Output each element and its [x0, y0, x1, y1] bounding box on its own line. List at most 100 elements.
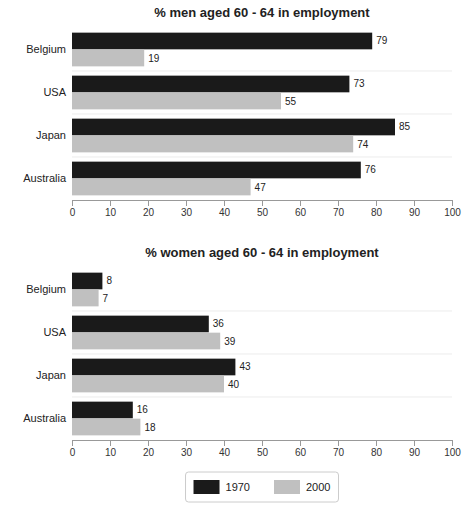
y-axis: AustraliaJapanUSABelgium [23, 43, 67, 184]
separator [72, 114, 452, 115]
data-label: 19 [148, 53, 160, 64]
tick-mark [452, 440, 453, 446]
bar [72, 316, 209, 333]
chart: % men aged 60 - 64 in employment 76 85 73 79… [23, 5, 461, 218]
tick: 20 [143, 200, 155, 218]
chart: % women aged 60 - 64 in employment164336… [23, 245, 461, 502]
axis-line [73, 441, 453, 447]
legend-entry: 2000 [274, 480, 330, 494]
data-label: 39 [224, 336, 236, 347]
tick-label: 100 [444, 207, 461, 218]
tick-mark [110, 440, 111, 446]
bar [72, 333, 220, 350]
tick-label: Belgium [26, 43, 66, 55]
bar [72, 33, 372, 50]
data-label: 36 [213, 318, 225, 329]
tick-label: 90 [409, 447, 421, 458]
tick-label: 20 [143, 207, 155, 218]
tick-mark [300, 200, 301, 206]
tick: Japan [36, 369, 66, 381]
tick-mark [110, 200, 111, 206]
figure: % men aged 60 - 64 in employment 76 85 73 79… [0, 0, 474, 512]
legend-swatch [194, 480, 220, 494]
data-labels: 76 85 73 79 47 74 55 19 [148, 35, 410, 192]
tick: 80 [371, 440, 383, 458]
tick: 0 [70, 440, 76, 458]
tick-mark [376, 440, 377, 446]
data-label: 55 [285, 96, 297, 107]
bar [72, 136, 353, 153]
tick: USA [43, 86, 66, 98]
bar [72, 359, 235, 376]
bar [72, 76, 349, 93]
bar [72, 162, 361, 179]
bars [72, 273, 235, 436]
tick-mark [338, 200, 339, 206]
legend-label: 2000 [306, 481, 330, 493]
tick-mark [72, 200, 73, 206]
legend-entry: 1970 [194, 480, 250, 494]
bar [72, 179, 251, 196]
tick: 70 [333, 200, 345, 218]
tick: 10 [105, 200, 117, 218]
tick-mark [148, 440, 149, 446]
tick: 10 [105, 440, 117, 458]
tick-label: 100 [444, 447, 461, 458]
tick-label: 20 [143, 447, 155, 458]
bar [72, 93, 281, 110]
bar [72, 50, 144, 67]
data-label: 8 [106, 275, 112, 286]
tick-mark [224, 200, 225, 206]
separator [72, 71, 452, 72]
bars [72, 33, 395, 196]
x-axis: 0102030405060708090100 [70, 440, 462, 458]
data-label: 18 [144, 422, 156, 433]
x-axis: 0102030405060708090100 [70, 200, 462, 218]
data-label: 76 [365, 164, 377, 175]
tick: Australia [23, 412, 67, 424]
tick: 40 [219, 200, 231, 218]
tick-label: 80 [371, 447, 383, 458]
tick: Australia [23, 172, 67, 184]
tick-mark [224, 440, 225, 446]
tick: Belgium [26, 283, 66, 295]
tick-label: 30 [181, 447, 193, 458]
tick-mark [414, 200, 415, 206]
data-label: 16 [137, 404, 149, 415]
tick: 0 [70, 200, 76, 218]
tick: 40 [219, 440, 231, 458]
tick-mark [300, 440, 301, 446]
separator [72, 397, 452, 398]
tick-label: 90 [409, 207, 421, 218]
tick-mark [186, 440, 187, 446]
tick: 70 [333, 440, 345, 458]
y-axis: AustraliaJapanUSABelgium [23, 283, 67, 424]
tick-mark [414, 440, 415, 446]
tick-mark [186, 200, 187, 206]
tick-label: 60 [295, 207, 307, 218]
bar [72, 402, 133, 419]
tick-label: USA [43, 86, 66, 98]
data-label: 47 [255, 182, 267, 193]
legend-swatch [274, 480, 300, 494]
legend-label: 1970 [226, 481, 250, 493]
data-label: 74 [357, 139, 369, 150]
tick: 30 [181, 440, 193, 458]
tick: 60 [295, 200, 307, 218]
legend-box [186, 472, 339, 502]
tick-label: 50 [257, 207, 269, 218]
separator [72, 354, 452, 355]
tick-mark [262, 440, 263, 446]
data-label: 79 [376, 35, 388, 46]
tick-label: 0 [70, 447, 76, 458]
tick: 100 [444, 440, 461, 458]
tick-mark [452, 200, 453, 206]
separator [72, 157, 452, 158]
axis-line [73, 201, 453, 207]
separator [72, 311, 452, 312]
data-label: 85 [399, 121, 411, 132]
data-label: 73 [353, 78, 365, 89]
tick-label: 70 [333, 447, 345, 458]
title: % men aged 60 - 64 in employment [154, 5, 370, 20]
tick-label: 10 [105, 447, 117, 458]
